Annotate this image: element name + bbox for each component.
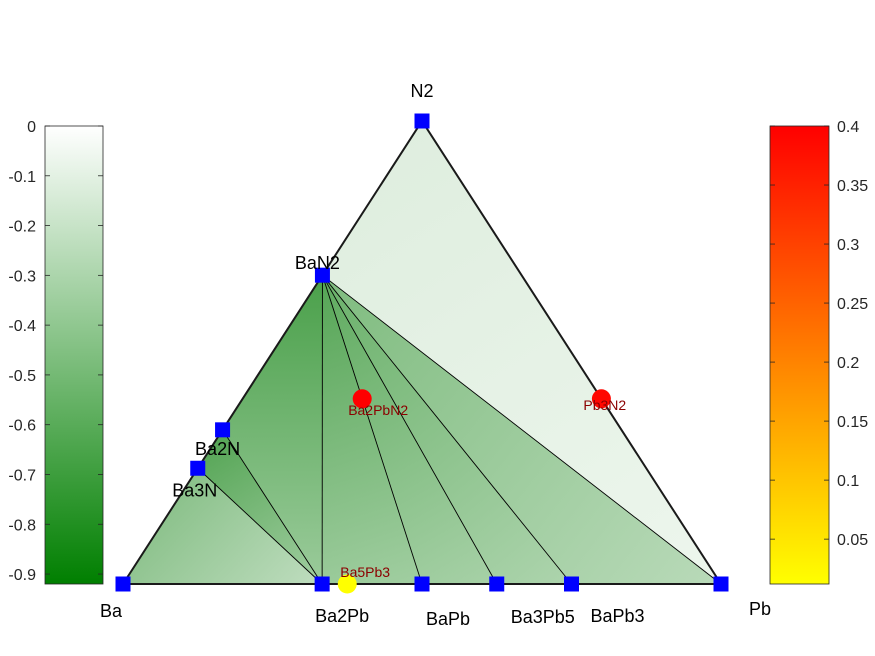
stable-phase-label: BaPb — [426, 609, 470, 629]
stable-phase-label: Ba2N — [195, 439, 240, 459]
stable-phase-label: BaPb3 — [590, 606, 644, 626]
colorbar-tick-label: -0.9 — [8, 567, 36, 584]
colorbar-tick-label: -0.5 — [8, 368, 36, 385]
colorbar-tick-label: -0.6 — [8, 418, 36, 435]
colorbar-tick-label: -0.2 — [8, 219, 36, 236]
decomposition-region — [222, 275, 323, 584]
stable-phase-label: Ba2Pb — [315, 606, 369, 626]
formation-energy-colorbar: 0 -0.1 -0.2 -0.3 -0.4 -0.5 -0.6 -0.7 -0.8 -0.9 — [8, 119, 104, 585]
tie-line — [322, 274, 572, 585]
unstable-phase-label: Ba2PbN2 — [348, 402, 408, 418]
formation-energy-colorbar-fill — [44, 125, 104, 585]
stable-phase-label: Ba3Pb5 — [511, 607, 575, 627]
stable-phase-marker — [314, 576, 330, 592]
tie-line — [322, 275, 423, 585]
colorbar-tick-label: 0 — [27, 119, 36, 136]
unstable-phase-marker — [352, 389, 372, 409]
unstable-phases: Ba2PbN2 Pb3N2 Ba5Pb3 — [337, 389, 626, 594]
decomposition-region — [197, 429, 323, 584]
stable-phase-marker — [564, 576, 579, 592]
colorbar-tick-label: 0.2 — [837, 355, 859, 372]
stable-phase-label: Pb — [749, 599, 771, 619]
decomposition-region — [123, 468, 323, 584]
colorbar-tick-label: -0.7 — [8, 467, 36, 484]
colorbar-tick-label: -0.8 — [8, 517, 36, 534]
stable-phase-label: N2 — [410, 81, 433, 101]
colorbar-tick-label: 0.05 — [837, 532, 868, 549]
colorbar-tick-label: 0.1 — [837, 473, 859, 490]
colorbar-tick-label: -0.1 — [8, 169, 36, 186]
tie-line — [322, 274, 498, 585]
colorbar-tick-label: -0.4 — [8, 318, 36, 335]
stable-phase-label: BaN2 — [295, 253, 340, 273]
unstable-phase-label: Ba5Pb3 — [340, 564, 390, 580]
stable-phase-marker — [414, 113, 430, 129]
stable-phase-marker — [713, 576, 729, 592]
colorbar-tick-label: 0.4 — [837, 119, 859, 136]
unstable-phase-label: Pb3N2 — [583, 397, 626, 413]
stable-phase-marker — [115, 576, 131, 592]
stable-phase-marker — [314, 267, 330, 283]
tie-line — [322, 274, 722, 585]
unstable-phase-marker — [591, 389, 611, 409]
colorbar-tick-label: 0.15 — [837, 414, 868, 431]
stable-phase-marker — [190, 460, 206, 476]
unstable-phase-marker — [337, 574, 357, 594]
decomposition-region — [322, 121, 721, 584]
hull-energy-colorbar-fill — [769, 125, 830, 585]
stable-phase-marker — [489, 576, 505, 592]
colorbar-tick-label: 0.3 — [837, 237, 859, 254]
stable-phase-marker — [215, 422, 231, 438]
formation-energy-colorbar-ticks: 0 -0.1 -0.2 -0.3 -0.4 -0.5 -0.6 -0.7 -0.8 -0.9 — [8, 119, 103, 584]
colorbar-tick-label: -0.3 — [8, 268, 36, 285]
tie-line — [222, 429, 323, 585]
hull-energy-colorbar-ticks: 0.05 0.1 0.15 0.2 0.25 0.3 0.35 0.4 — [770, 119, 868, 549]
stable-phase-marker — [414, 576, 430, 592]
colorbar-tick-label: 0.35 — [837, 178, 868, 195]
colorbar-tick-label: 0.25 — [837, 296, 868, 313]
stable-phase-label: Ba3N — [172, 480, 217, 500]
stable-phase-label: Ba — [100, 601, 123, 621]
hull-energy-colorbar: 0.05 0.1 0.15 0.2 0.25 0.3 0.35 0.4 — [769, 119, 868, 585]
tie-line — [197, 467, 323, 585]
